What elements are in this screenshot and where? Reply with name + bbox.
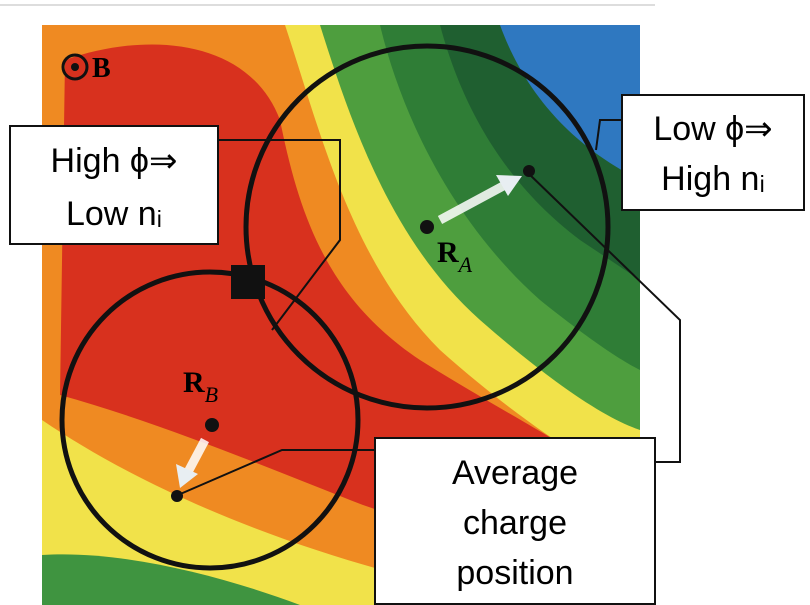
left-box-line: High ϕ⇒ (51, 142, 178, 180)
right-box-line: High nᵢ (661, 160, 765, 198)
right-box-line: Low ϕ⇒ (653, 110, 772, 148)
bottom-box-line: charge (463, 504, 567, 542)
bottom-box-line: position (456, 554, 573, 592)
marker-square (231, 265, 265, 299)
diagram: B RA RB High ϕ⇒ Low nᵢ Low ϕ⇒ High nᵢ Av… (0, 0, 810, 605)
right-box: Low ϕ⇒ High nᵢ (622, 95, 804, 210)
left-box: High ϕ⇒ Low nᵢ (10, 126, 218, 244)
charge-a (523, 165, 535, 177)
point-b (205, 418, 219, 432)
label-rb-sub: B (205, 382, 218, 407)
left-box-line: Low nᵢ (66, 195, 162, 233)
point-a (420, 220, 434, 234)
label-ra-main: R (437, 236, 459, 269)
label-rb-main: R (183, 366, 205, 399)
field-label: B (92, 53, 111, 84)
charge-b (171, 490, 183, 502)
bottom-box-line: Average (452, 454, 578, 492)
label-ra-sub: A (457, 252, 473, 277)
bottom-box: Average charge position (375, 438, 655, 604)
